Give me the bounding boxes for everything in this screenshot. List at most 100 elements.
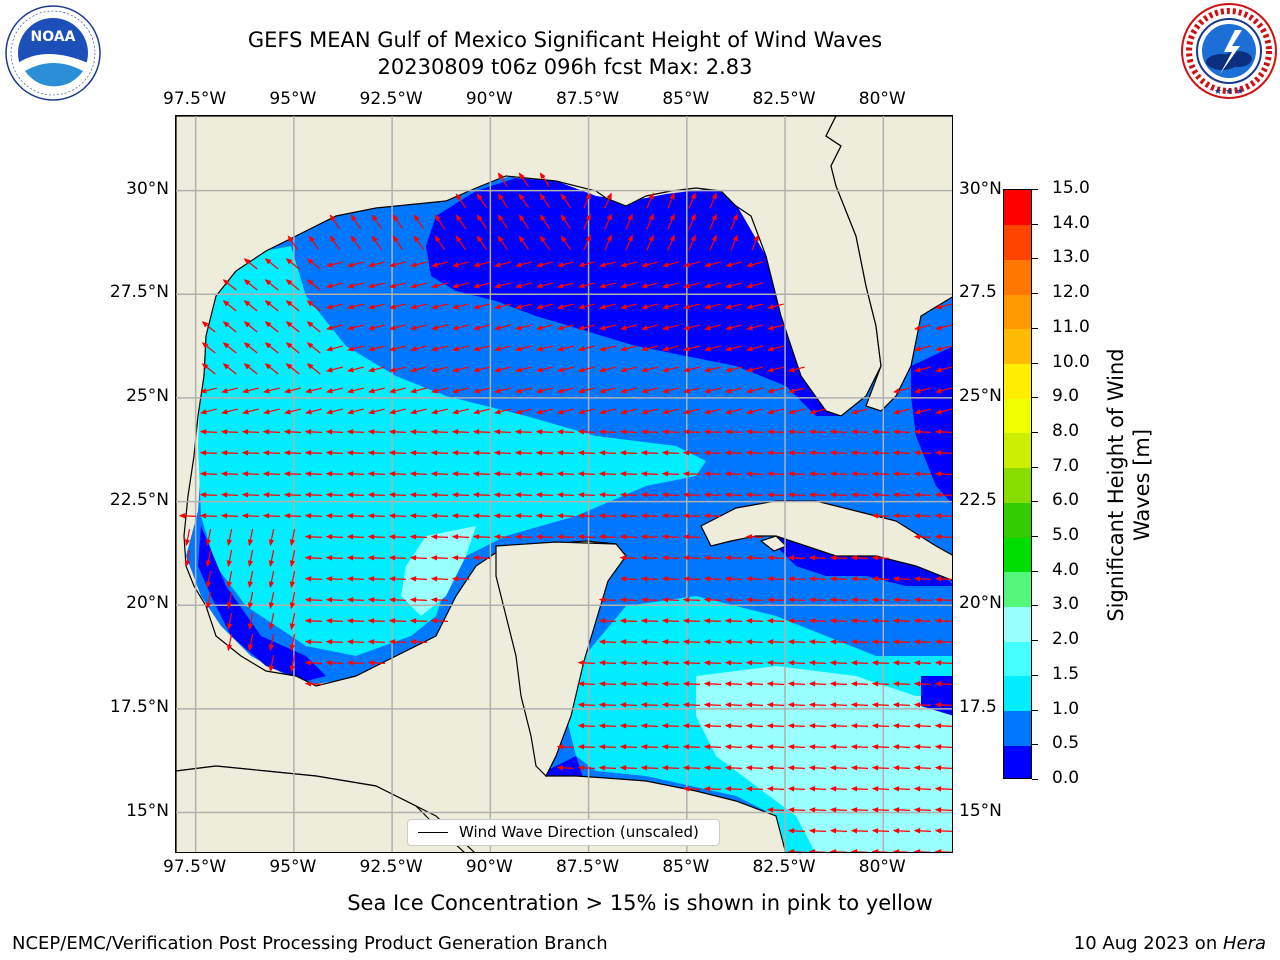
wave-direction-arrow (746, 261, 763, 268)
wave-direction-arrow (514, 534, 533, 540)
wave-direction-arrow (745, 639, 764, 645)
wave-direction-arrow (346, 534, 365, 540)
wave-direction-arrow (243, 321, 258, 333)
wave-direction-arrow (640, 639, 659, 645)
wave-direction-arrow (452, 282, 469, 289)
wave-direction-arrow (205, 592, 212, 610)
wave-direction-arrow (850, 660, 869, 666)
wave-direction-arrow (913, 660, 932, 666)
wave-direction-arrow (913, 828, 932, 834)
wave-direction-arrow (829, 492, 848, 498)
wave-direction-arrow (367, 513, 386, 519)
wave-direction-arrow (787, 450, 806, 456)
wave-direction-arrow (934, 597, 952, 603)
wave-direction-arrow (306, 363, 321, 375)
wave-direction-arrow (850, 450, 869, 456)
wave-direction-arrow (745, 471, 764, 477)
wind-wave-direction-arrows (178, 172, 952, 852)
wave-direction-arrow (346, 492, 365, 498)
wave-direction-arrow (430, 618, 449, 624)
wave-direction-arrow (808, 786, 827, 792)
map-canvas (176, 116, 952, 852)
wave-direction-arrow (476, 214, 488, 229)
wave-direction-arrow (620, 261, 637, 268)
wave-direction-arrow (410, 408, 427, 415)
wave-direction-arrow (306, 342, 321, 354)
wave-direction-arrow (850, 744, 869, 750)
wave-direction-arrow (455, 235, 467, 250)
wave-direction-arrow (268, 634, 275, 652)
graticule (176, 116, 952, 852)
wave-direction-arrow (494, 303, 511, 310)
wave-direction-arrow (745, 555, 764, 561)
wave-direction-arrow (599, 345, 616, 352)
wave-direction-arrow (766, 471, 785, 477)
wave-direction-arrow (346, 639, 365, 645)
wave-direction-arrow (326, 366, 343, 373)
wave-direction-arrow (682, 471, 701, 477)
wave-direction-arrow (598, 597, 617, 603)
wave-direction-arrow (226, 613, 233, 631)
wave-direction-arrow (625, 213, 633, 230)
colorbar-label: 14.0 (1052, 212, 1090, 233)
wave-direction-arrow (472, 429, 491, 435)
wave-direction-arrow (934, 765, 952, 771)
wave-direction-arrow (304, 681, 323, 687)
colorbar-tick (1032, 327, 1038, 329)
wave-direction-arrow (325, 597, 344, 603)
wave-direction-arrow (556, 492, 575, 498)
wave-direction-arrow (766, 597, 785, 603)
wave-direction-arrow (388, 429, 407, 435)
wave-direction-arrow (263, 387, 280, 394)
wave-direction-arrow (455, 214, 467, 229)
wave-direction-arrow (682, 639, 701, 645)
wave-direction-arrow (730, 213, 738, 230)
wave-direction-arrow (556, 471, 575, 477)
wave-direction-arrow (688, 234, 696, 251)
wave-direction-arrow (934, 618, 952, 624)
wave-direction-arrow (725, 324, 742, 331)
wave-direction-arrow (226, 634, 233, 652)
wave-direction-arrow (640, 513, 659, 519)
wave-direction-arrow (409, 513, 428, 519)
wave-direction-arrow (201, 342, 216, 354)
wave-direction-arrow (368, 387, 385, 394)
wave-direction-arrow (243, 258, 258, 270)
wave-direction-arrow (557, 324, 574, 331)
wave-direction-arrow (766, 660, 785, 666)
wave-direction-arrow (766, 450, 785, 456)
wave-direction-arrow (368, 282, 385, 289)
wave-direction-arrow (641, 282, 658, 289)
wave-direction-arrow (829, 639, 848, 645)
wave-direction-arrow (787, 471, 806, 477)
wave-direction-arrow (473, 282, 490, 289)
wave-direction-arrow (243, 342, 258, 354)
sea-ice-note: Sea Ice Concentration > 15% is shown in … (347, 891, 933, 915)
wave-direction-arrow (578, 261, 595, 268)
wave-direction-arrow (787, 492, 806, 498)
axis-tick-label: 15°N (959, 800, 1002, 821)
axis-tick-label: 95°W (269, 857, 317, 877)
wave-direction-arrow (667, 192, 675, 209)
wave-direction-arrow (241, 450, 260, 456)
wave-direction-arrow (662, 408, 679, 415)
wave-direction-arrow (536, 366, 553, 373)
wave-direction-arrow (704, 303, 721, 310)
wave-direction-arrow (184, 550, 191, 568)
wave-direction-arrow (268, 529, 275, 547)
wave-direction-arrow (682, 597, 701, 603)
wave-direction-arrow (326, 324, 343, 331)
wave-direction-arrow (283, 492, 302, 498)
wave-direction-arrow (497, 235, 509, 250)
wave-direction-arrow (368, 303, 385, 310)
wave-direction-arrow (934, 450, 952, 456)
wave-direction-arrow (289, 613, 296, 631)
wave-direction-arrow (205, 550, 212, 568)
wave-direction-arrow (222, 279, 237, 291)
wave-direction-arrow (619, 534, 638, 540)
wave-direction-arrow (646, 234, 654, 251)
wave-direction-arrow (304, 471, 323, 477)
wave-direction-arrow (914, 345, 931, 352)
wave-direction-arrow (724, 576, 743, 582)
wave-direction-arrow (518, 172, 530, 187)
